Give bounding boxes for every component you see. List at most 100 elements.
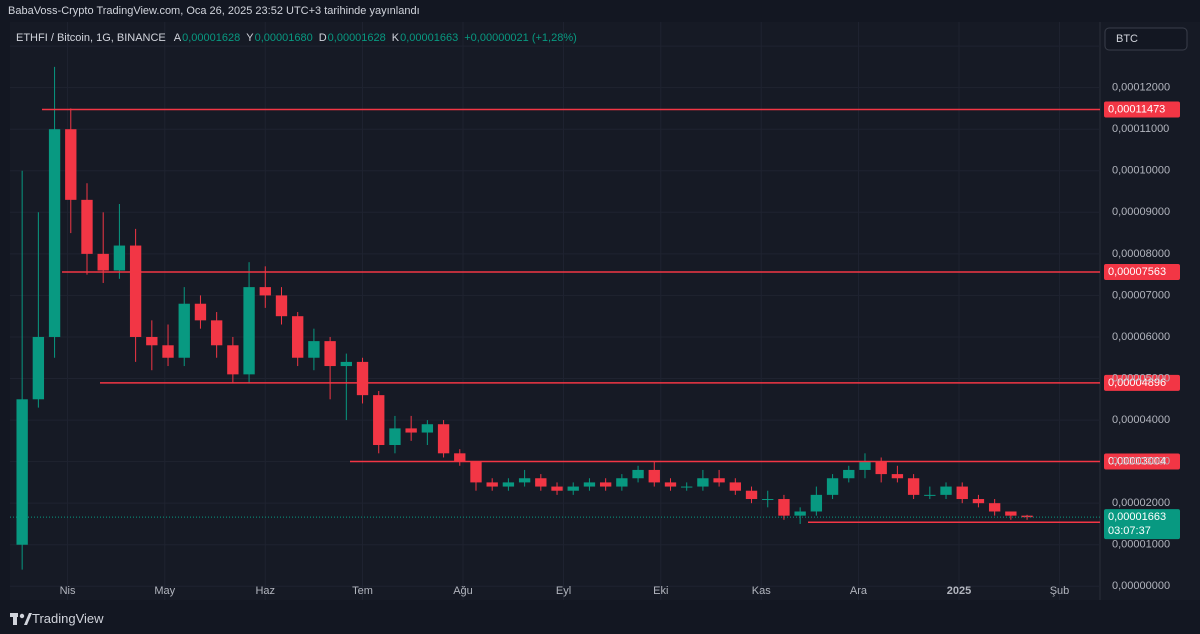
y-tick-label: 0,00006000 [1112,331,1170,343]
levels: 0,00011473 0,00007563 0,00004896 0,00003004… [10,101,1180,540]
candle-body [616,478,628,487]
candle-body [843,469,855,479]
y-tick-label: 0,00011000 [1112,123,1169,135]
candle-body [32,336,45,400]
footer: TradingView [0,604,1200,634]
candle-body [891,474,904,479]
symbol-title: ETHFI / Bitcoin, 1G, BINANCE [16,32,166,44]
candle-body [178,303,190,358]
level-label-box [1104,453,1180,470]
candle-body [421,424,434,433]
legend-info: ETHFI / Bitcoin, 1G, BINANCE A 0,00001628… [16,32,577,44]
candle-body [227,345,239,375]
candle-body [502,482,515,487]
candle-body [454,453,466,462]
candle-body [583,482,596,487]
brand-name: TradingView [32,611,104,626]
change-value: +0,00000021 (+1,28%) [464,32,577,44]
candle-body [875,461,887,475]
currency-box[interactable] [1104,27,1188,51]
last-price-label: 0,00001663 [1108,511,1166,523]
candle-body [567,486,579,491]
y-tick-label: 0,00007000 [1112,289,1170,301]
y-tick-label: 0,00002000 [1112,497,1170,509]
candle-body [632,469,644,479]
candle-body [470,461,482,483]
candle-body [243,287,255,375]
candle-body [972,499,985,504]
x-tick-label: Ağu [453,585,473,597]
candle-body [292,316,304,358]
candle-body [794,511,806,516]
candle-body [762,499,774,501]
y-tick-label: 0,00003000 [1112,456,1170,468]
ohlc-value: 0,00001628 [182,32,240,44]
candle-body [956,486,968,500]
candle-body [535,478,547,487]
candle-body [340,361,352,367]
x-tick-label: Nis [60,585,76,597]
candle-body [551,486,563,491]
y-tick-label: 0,00004000 [1112,414,1170,426]
x-tick-label: Ara [850,585,868,597]
header: BabaVoss-Crypto TradingView.com, Oca 26,… [0,0,1200,22]
candle-body [697,478,709,487]
candle-body [405,428,417,433]
level-label: 0,00004896 [1108,377,1166,389]
candle-body [146,336,158,346]
level-label: 0,00003004 [1108,455,1166,467]
y-tick-label: 0,00000000 [1112,580,1170,592]
candle-body [1021,515,1033,518]
x-tick-label: Eki [653,585,668,597]
candle-body [113,245,126,271]
brand-logo [10,613,32,625]
candle-body [810,494,823,512]
level-label-box [1104,264,1180,281]
candle-body [713,478,725,483]
x-tick-label: Kas [752,585,771,597]
currency-label[interactable]: BTC [1116,33,1138,45]
candle-body [259,287,271,296]
candle-body [65,129,77,200]
ohlc-key: K [392,32,400,44]
x-tick-label: Haz [255,585,275,597]
x-tick-label: Tem [352,585,373,597]
y-tick-label: 0,00010000 [1112,165,1170,177]
countdown-label: 03:07:37 [1108,525,1151,537]
chart: 0,00011473 0,00007563 0,00004896 0,00003004… [10,22,1200,600]
candle-body [437,424,450,454]
level-label: 0,00007563 [1108,266,1166,278]
published-text: BabaVoss-Crypto TradingView.com, Oca 26,… [8,5,420,17]
candle-body [681,486,693,488]
y-tick-label: 0,00008000 [1112,248,1170,260]
candles [16,66,1033,570]
candle-body [210,320,223,346]
candle-body [729,482,741,491]
candle-body [162,345,174,358]
candle-body [988,503,1001,512]
candle-body [324,341,336,367]
ohlc-key: Y [246,32,254,44]
candle-body [648,469,660,483]
ohlc-key: A [174,32,182,44]
candle-body [486,482,498,487]
candle-body [81,199,93,254]
ohlc-value: 0,00001663 [400,32,458,44]
candle-body [48,129,61,337]
ohlc-value: 0,00001628 [328,32,386,44]
candle-body [308,341,320,358]
candle-body [924,494,936,496]
candle-body [599,482,612,487]
candle-body [518,478,531,483]
candle-body [356,361,369,396]
candle-body [778,499,790,516]
candle-body [16,399,28,545]
grid [10,22,1100,600]
candle-body [907,478,920,495]
candle-body [859,461,871,470]
y-tick-label: 0,00005000 [1112,372,1170,384]
candle-body [194,303,207,321]
ohlc-value: 0,00001680 [255,32,313,44]
candle-body [373,395,385,446]
x-tick-label: Şub [1050,585,1070,597]
